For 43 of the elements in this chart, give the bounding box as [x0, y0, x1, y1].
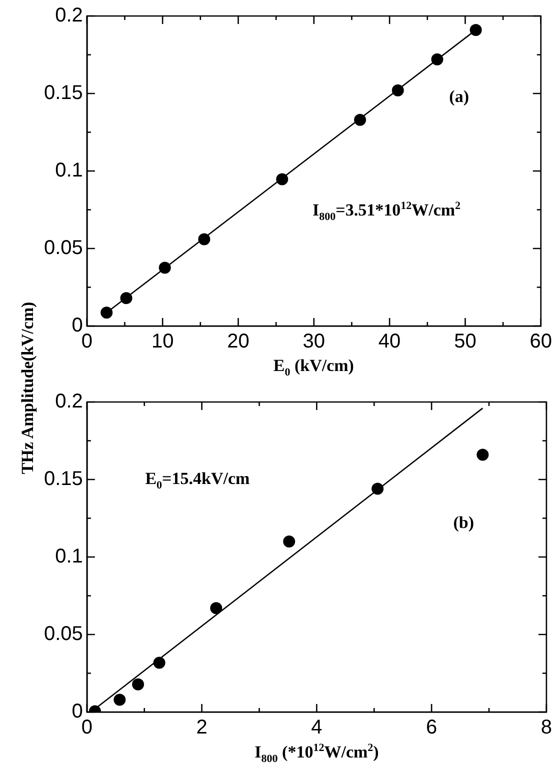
- annotation: (a): [449, 86, 469, 107]
- y-tick-label: 0.15: [44, 468, 83, 490]
- annotation: (b): [453, 512, 474, 533]
- y-tick-label: 0: [72, 700, 83, 723]
- y-tick-label: 0.05: [44, 623, 83, 646]
- x-tick-label: 6: [426, 716, 438, 739]
- point: [153, 656, 166, 669]
- point: [431, 53, 444, 66]
- x-axis-title: I$_{800}$ (*10$^{12}$W/cm$^{2}$): [254, 742, 379, 766]
- point: [476, 448, 489, 461]
- x-axis-title: E$_{0}$ (kV/cm): [273, 356, 354, 378]
- annotation: E$_{0}$=15.4kV/cm: [145, 468, 250, 491]
- point: [392, 84, 404, 96]
- annotation: I$_{800}$=3.51*10$^{12}$W/cm$^{2}$: [312, 200, 461, 223]
- x-tick-label: 40: [378, 330, 401, 353]
- point: [198, 233, 210, 246]
- x-tick-label: 2: [196, 716, 208, 739]
- y-tick-label: 0.05: [44, 237, 83, 260]
- point: [120, 292, 132, 304]
- x-tick-label: 50: [454, 330, 476, 353]
- y-tick-label: 0.1: [55, 160, 83, 182]
- x-tick-label: 10: [151, 330, 174, 353]
- point: [470, 24, 482, 36]
- y-tick-label: 0.2: [55, 390, 83, 413]
- x-tick-label: 60: [530, 330, 552, 353]
- y-tick-label: 0: [72, 314, 83, 337]
- y-tick-label: 0.2: [55, 4, 83, 27]
- point: [354, 114, 366, 126]
- point: [210, 602, 222, 614]
- point: [158, 262, 171, 274]
- x-tick-label: 30: [302, 330, 326, 353]
- y-tick-label: 0.15: [44, 82, 83, 104]
- point: [276, 173, 288, 186]
- point: [100, 306, 113, 319]
- y-axis-title: THz Amplitude(kV/cm): [18, 302, 38, 474]
- x-tick-label: 8: [540, 716, 552, 739]
- y-tick-label: 0.1: [55, 546, 83, 568]
- point: [132, 678, 144, 690]
- point: [372, 482, 384, 495]
- point: [283, 536, 296, 548]
- x-tick-label: 4: [311, 716, 322, 739]
- x-tick-label: 20: [227, 330, 250, 353]
- point: [114, 694, 126, 706]
